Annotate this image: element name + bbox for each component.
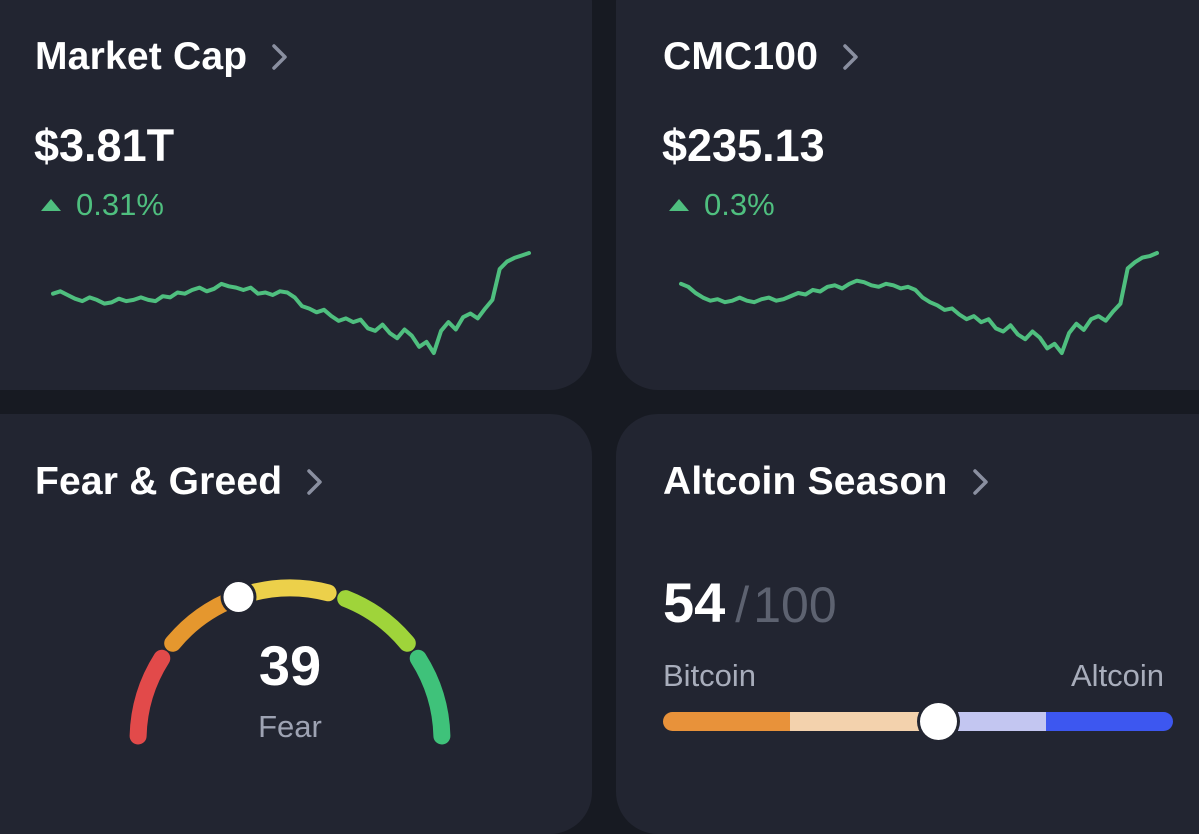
market-cap-title: Market Cap: [35, 35, 248, 78]
market-cap-card[interactable]: [0, 0, 592, 390]
altcoin-season-title: Altcoin Season: [663, 460, 948, 503]
gauge-segment: [337, 590, 416, 652]
altcoin-season-separator: /: [735, 577, 750, 633]
arrow-up-icon: [41, 199, 61, 211]
altcoin-light-bar-segment: [958, 712, 1046, 731]
chevron-right-icon: [272, 44, 287, 70]
altcoin-season-value: 54: [663, 571, 726, 634]
gauge-segment: [243, 579, 337, 602]
gauge-indicator: [223, 582, 254, 612]
market-cap-sparkline: [51, 251, 531, 355]
bitcoin-bar-segment: [663, 712, 799, 731]
fear-greed-title: Fear & Greed: [35, 460, 283, 503]
altcoin-season-indicator: [920, 703, 957, 740]
cmc100-value: $235.13: [662, 120, 825, 171]
chevron-right-icon: [972, 469, 988, 495]
chevron-right-icon: [307, 469, 323, 495]
cmc100-change-value: 0.3%: [704, 187, 775, 222]
bitcoin-label: Bitcoin: [663, 658, 757, 693]
cmc100-change: 0.3%: [668, 187, 775, 223]
fear-greed-value: 39: [258, 634, 322, 697]
gauge-segment: [409, 649, 451, 745]
fear-greed-header[interactable]: Fear & Greed: [35, 460, 326, 504]
cmc100-sparkline: [679, 251, 1159, 355]
altcoin-season-score: 54 / 100: [663, 570, 837, 635]
altcoin-season-header[interactable]: Altcoin Season: [663, 460, 992, 504]
altcoin-season-card[interactable]: [616, 414, 1199, 834]
cmc100-sparkline-line: [679, 251, 1159, 355]
fear-greed-label: Fear: [258, 709, 322, 744]
altcoin-bar-segment: [1046, 712, 1173, 731]
chevron-right-icon: [843, 44, 858, 70]
market-cap-change-value: 0.31%: [76, 187, 164, 222]
altcoin-label: Altcoin: [1071, 658, 1165, 693]
market-cap-sparkline-line: [51, 251, 531, 355]
market-cap-header[interactable]: Market Cap: [35, 35, 291, 79]
fear-greed-card[interactable]: [0, 414, 592, 834]
market-cap-change: 0.31%: [40, 187, 164, 223]
arrow-up-icon: [669, 199, 689, 211]
cmc100-title: CMC100: [663, 35, 819, 78]
bitcoin-light-bar-segment: [790, 712, 920, 731]
cmc100-header[interactable]: CMC100: [663, 35, 862, 79]
cmc100-card[interactable]: [616, 0, 1199, 390]
fear-greed-gauge: [129, 579, 451, 745]
gauge-segment: [129, 649, 171, 745]
market-cap-value: $3.81T: [34, 120, 175, 171]
altcoin-season-max: 100: [753, 577, 837, 633]
